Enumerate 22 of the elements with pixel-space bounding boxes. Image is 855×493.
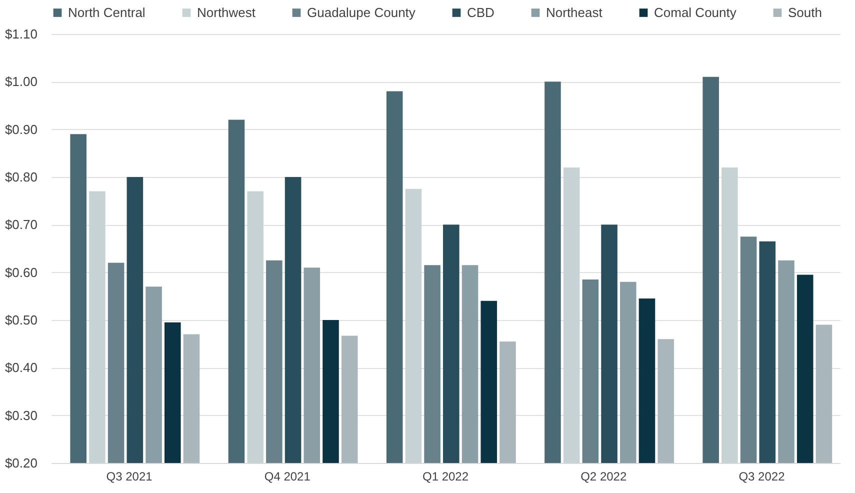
y-tick-label: $0.50	[4, 312, 38, 328]
y-tick-label: $1.00	[4, 74, 38, 90]
y-tick-label: $0.30	[4, 408, 38, 423]
legend-label: CBD	[467, 4, 494, 20]
x-tick-label: Q3 2022	[738, 470, 786, 484]
y-tick-label: $0.80	[4, 170, 38, 184]
legend-label: Northeast	[546, 4, 603, 20]
legend-label: Comal County	[654, 4, 737, 20]
y-tick-label: $0.90	[4, 122, 38, 137]
y-tick-label: $1.10	[4, 26, 38, 42]
y-tick-label: $0.70	[4, 217, 38, 232]
legend-label: North Central	[68, 4, 146, 20]
y-tick-label: $0.40	[4, 360, 38, 376]
legend-label: Northwest	[197, 4, 256, 20]
x-tick-label: Q3 2021	[106, 470, 153, 484]
x-tick-label: Q1 2022	[422, 470, 469, 484]
x-tick-label: Q4 2021	[264, 470, 311, 484]
legend-label: South	[788, 4, 822, 20]
legend-label: Guadalupe County	[307, 4, 416, 20]
y-tick-label: $0.20	[4, 456, 38, 470]
y-tick-label: $0.60	[4, 264, 38, 280]
x-tick-label: Q2 2022	[580, 470, 627, 484]
